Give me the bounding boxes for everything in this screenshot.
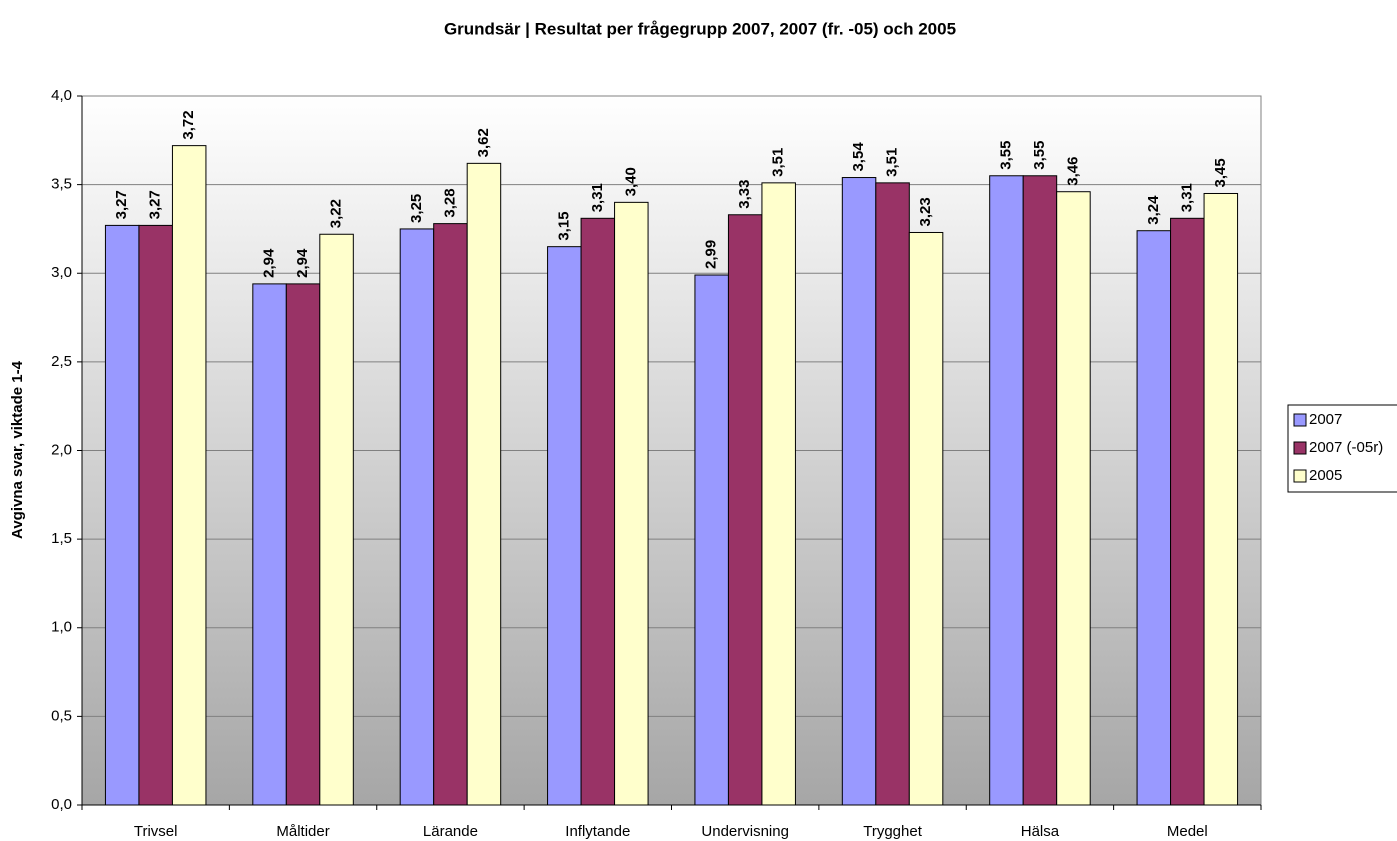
legend-swatch	[1293, 441, 1307, 455]
y-tick-label: 3,0	[51, 264, 72, 281]
x-tick-label: Trygghet	[863, 823, 922, 840]
y-axis-title: Avgivna svar, viktade 1-4	[9, 360, 26, 539]
value-label: 2,99	[703, 240, 720, 269]
value-label: 3,33	[736, 180, 753, 209]
legend-label: 2005	[1309, 467, 1342, 484]
bar	[399, 228, 435, 806]
x-tick-label: Lärande	[423, 823, 478, 840]
bar	[1056, 191, 1091, 806]
bar	[761, 182, 796, 806]
value-label: 3,72	[180, 110, 197, 139]
bar	[1136, 230, 1172, 806]
value-label: 3,51	[770, 148, 787, 177]
value-label: 3,27	[147, 190, 164, 219]
bar	[908, 231, 944, 806]
legend-swatch	[1293, 413, 1307, 427]
y-tick-label: 3,5	[51, 176, 72, 193]
value-label: 3,24	[1145, 195, 1162, 225]
bar	[319, 233, 354, 806]
bar	[138, 224, 173, 806]
value-label: 3,23	[917, 197, 934, 226]
x-tick-label: Inflytande	[565, 823, 630, 840]
x-tick-label: Medel	[1167, 823, 1208, 840]
bar	[727, 214, 763, 806]
bar	[433, 223, 468, 806]
x-tick-label: Undervisning	[701, 823, 789, 840]
legend-label: 2007 (-05r)	[1309, 439, 1383, 456]
value-label: 3,31	[1178, 183, 1195, 212]
legend-label: 2007	[1309, 411, 1342, 428]
x-tick-label: Måltider	[276, 823, 329, 840]
value-label: 3,27	[113, 190, 130, 219]
value-label: 3,45	[1212, 158, 1229, 187]
bar	[580, 217, 616, 806]
bar	[252, 283, 287, 806]
bar	[466, 162, 502, 806]
value-label: 3,25	[408, 194, 425, 223]
value-label: 3,22	[328, 199, 345, 228]
y-tick-label: 2,5	[51, 353, 72, 370]
bar	[875, 182, 910, 806]
value-label: 2,94	[261, 248, 278, 278]
bar	[547, 246, 582, 806]
bar	[1170, 217, 1205, 806]
y-tick-label: 0,5	[51, 707, 72, 724]
bar	[614, 201, 649, 806]
value-label: 3,62	[475, 128, 492, 157]
bar	[694, 274, 729, 806]
value-label: 3,51	[884, 148, 901, 177]
y-tick-label: 2,0	[51, 441, 72, 458]
bar	[841, 177, 877, 806]
chart-title: Grundsär | Resultat per frågegrupp 2007,…	[444, 19, 956, 38]
y-tick-label: 4,0	[51, 87, 72, 104]
bar	[1203, 192, 1239, 806]
y-tick-label: 1,5	[51, 530, 72, 547]
value-label: 3,28	[441, 188, 458, 217]
y-tick-label: 1,0	[51, 619, 72, 636]
value-label: 3,15	[555, 211, 572, 240]
value-label: 3,55	[1031, 141, 1048, 170]
bar	[1022, 175, 1058, 806]
x-tick-label: Hälsa	[1021, 823, 1060, 840]
value-label: 3,55	[997, 141, 1014, 170]
value-label: 3,40	[622, 167, 639, 196]
bar	[285, 283, 321, 806]
value-label: 3,31	[589, 183, 606, 212]
bar	[171, 145, 207, 806]
bar	[989, 175, 1024, 806]
legend-swatch	[1293, 469, 1307, 483]
x-tick-label: Trivsel	[134, 823, 178, 840]
value-label: 3,54	[850, 142, 867, 172]
bar	[104, 224, 140, 806]
value-label: 2,94	[294, 248, 311, 278]
y-tick-label: 0,0	[51, 796, 72, 813]
value-label: 3,46	[1064, 157, 1081, 186]
